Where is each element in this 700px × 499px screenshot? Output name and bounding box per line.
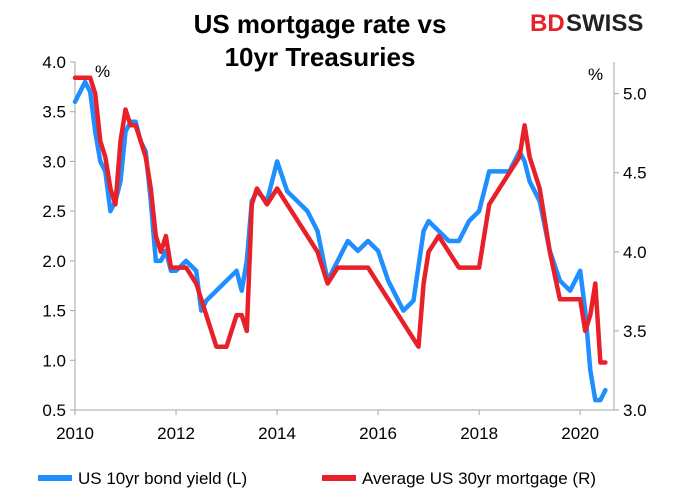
x-tick-label: 2014	[258, 424, 296, 443]
left-tick-label: 1.5	[42, 302, 66, 321]
left-tick-label: 3.5	[42, 103, 66, 122]
axes: 0.5 1.0 1.5 2.0 2.5 3.0 3.5 4.0 3.0 3.5 4.0 4.5 5.0 2…	[42, 53, 646, 443]
series-line-bond-yield	[72, 79, 608, 403]
x-tick-label: 2020	[561, 424, 599, 443]
chart-title-line-2: 10yr Treasuries	[225, 42, 416, 72]
left-tick-label: 2.5	[42, 202, 66, 221]
right-tick-label: 4.5	[623, 164, 647, 183]
chart-title-line-1: US mortgage rate vs	[194, 9, 447, 39]
x-tick-label: 2012	[157, 424, 195, 443]
right-tick-label: 3.5	[623, 322, 647, 341]
legend-label-mortgage: Average US 30yr mortgage (R)	[362, 469, 596, 488]
x-tick-label: 2016	[359, 424, 397, 443]
legend: US 10yr bond yield (L) Average US 30yr m…	[38, 469, 596, 488]
right-axis-unit: %	[588, 65, 603, 84]
right-tick-label: 4.0	[623, 243, 647, 262]
left-tick-label: 0.5	[42, 401, 66, 420]
x-tick-label: 2018	[460, 424, 498, 443]
right-tick-label: 3.0	[623, 401, 647, 420]
legend-label-bond-yield: US 10yr bond yield (L)	[78, 469, 247, 488]
right-tick-label: 5.0	[623, 85, 647, 104]
left-tick-label: 4.0	[42, 53, 66, 72]
logo-text-bd: BD	[530, 10, 565, 37]
left-tick-label: 1.0	[42, 351, 66, 370]
logo-text-swiss: SWISS	[566, 10, 643, 37]
left-axis-unit: %	[95, 62, 110, 81]
series-line-mortgage	[72, 75, 608, 365]
brand-logo: BD SWISS	[530, 10, 643, 37]
plot-area	[72, 75, 608, 403]
left-tick-label: 3.0	[42, 152, 66, 171]
left-tick-label: 2.0	[42, 252, 66, 271]
x-tick-label: 2010	[56, 424, 94, 443]
